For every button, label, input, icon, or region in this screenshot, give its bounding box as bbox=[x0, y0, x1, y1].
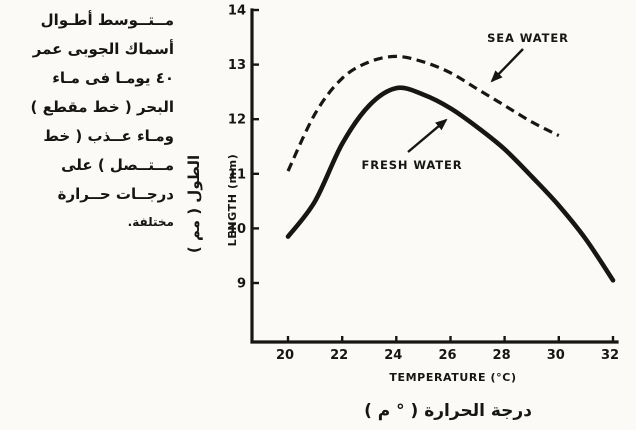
caption-line: مختلفة. bbox=[127, 215, 174, 229]
x-tick-label: 22 bbox=[330, 348, 348, 363]
series-curve-fresh-water bbox=[285, 85, 616, 283]
caption-line: مــتــوسط أطـوال bbox=[40, 11, 174, 29]
series-curve-sea-water bbox=[286, 54, 560, 172]
caption-line: ٤٠ يومـا فى مـاء bbox=[52, 69, 174, 87]
x-tick-label: 24 bbox=[384, 348, 402, 363]
caption-line: مــتــصل ) على bbox=[61, 156, 174, 174]
x-axis-title: TEMPERATURE (°C) bbox=[389, 371, 516, 384]
y-tick-label: 12 bbox=[228, 113, 246, 128]
y-tick-label: 11 bbox=[228, 167, 246, 182]
x-tick-label: 28 bbox=[493, 348, 511, 363]
caption-line: البحر ( خط مقطع ) bbox=[30, 98, 174, 116]
caption-line: درجــات حــرارة bbox=[57, 185, 174, 203]
plot-area: 9 10 11 12 13 14 20 22 24 26 28 30 32 bbox=[228, 4, 619, 364]
y-tick-label: 9 bbox=[237, 277, 246, 292]
y-axis-title-arabic: الطول ( مم ) bbox=[185, 155, 203, 253]
x-tick-label: 32 bbox=[601, 348, 619, 363]
y-tick-label: 10 bbox=[228, 222, 246, 237]
x-axis-title-arabic: درجة الحرارة ( ° م ) bbox=[364, 401, 532, 421]
y-tick-label: 13 bbox=[228, 58, 246, 73]
caption-line: أسماك الجوبى عمر bbox=[32, 40, 174, 58]
y-tick-label: 14 bbox=[228, 4, 246, 19]
axes bbox=[250, 8, 619, 344]
x-tick-label: 26 bbox=[438, 348, 456, 363]
sea-water-arrow bbox=[490, 48, 524, 83]
series-label-fresh-water: FRESH WATER bbox=[361, 158, 462, 172]
caption-line: ومـاء عــذب ( خط bbox=[43, 127, 174, 145]
x-tick-label: 20 bbox=[276, 348, 294, 363]
caption-arabic: مــتــوسط أطـوال أسماك الجوبى عمر ٤٠ يوم… bbox=[4, 6, 174, 235]
y-axis-title: LENGTH (mm) bbox=[226, 154, 239, 247]
series-label-sea-water: SEA WATER bbox=[487, 31, 569, 45]
x-tick-label: 30 bbox=[547, 348, 565, 363]
fresh-water-arrow bbox=[407, 118, 448, 153]
